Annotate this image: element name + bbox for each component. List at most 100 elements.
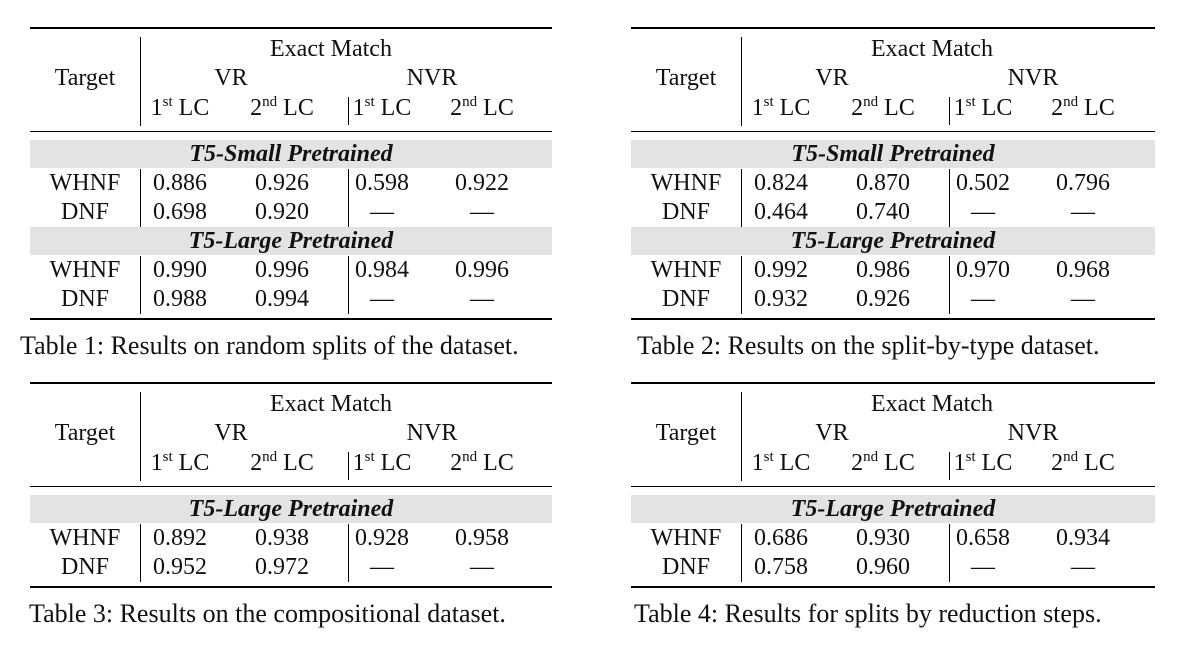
header-lc-3: 1st LC <box>332 94 432 122</box>
lc-number: 1 <box>150 95 163 121</box>
value-cell: 0.992 <box>754 257 808 283</box>
header-nvr: NVR <box>1007 65 1059 91</box>
row-divider <box>949 524 951 553</box>
value-cell: 0.952 <box>153 554 207 580</box>
header-exact-match: Exact Match <box>270 36 392 62</box>
lc-label: LC <box>779 450 811 476</box>
group-title: T5-Small Pretrained <box>189 141 393 167</box>
row-divider <box>949 553 951 582</box>
lc-number: 2 <box>1051 450 1064 476</box>
row-divider <box>949 285 951 314</box>
row-target: WHNF <box>650 170 722 196</box>
value-cell: 0.984 <box>355 257 409 283</box>
value-cell: 0.972 <box>255 554 309 580</box>
row-divider <box>140 169 142 198</box>
header-lc-3: 1st LC <box>933 94 1033 122</box>
value-cell: 0.958 <box>455 525 509 551</box>
group-band: T5-Small Pretrained <box>30 140 552 168</box>
header-lc-3: 1st LC <box>332 449 432 477</box>
value-cell: 0.996 <box>255 257 309 283</box>
row-target: DNF <box>661 554 710 580</box>
header-vr: VR <box>815 420 849 446</box>
lc-number: 1 <box>953 450 966 476</box>
header-target: Target <box>655 420 717 446</box>
value-cell: 0.988 <box>153 286 207 312</box>
row-target: DNF <box>60 199 109 225</box>
lc-ordinal: st <box>364 94 375 110</box>
header-lc-4: 2nd LC <box>1033 94 1133 122</box>
value-cell: 0.932 <box>754 286 808 312</box>
bottom-rule <box>30 318 552 320</box>
row-target: DNF <box>661 286 710 312</box>
lc-label: LC <box>1084 95 1115 121</box>
header-rule <box>30 131 552 133</box>
group-title: T5-Large Pretrained <box>790 496 996 522</box>
value-cell: 0.926 <box>856 286 910 312</box>
lc-ordinal: st <box>162 94 173 110</box>
header-lc-1: 1st LC <box>731 449 831 477</box>
header-nvr: NVR <box>1007 420 1059 446</box>
lc-ordinal: nd <box>462 449 478 465</box>
lc-number: 2 <box>851 95 864 121</box>
group-band: T5-Large Pretrained <box>30 227 552 255</box>
lc-label: LC <box>483 450 514 476</box>
table-3: Target Exact Match VR NVR 1st LC 2nd LC 1st LC… <box>30 382 552 592</box>
row-divider <box>140 285 142 314</box>
header-lc-4: 2nd LC <box>432 449 532 477</box>
top-rule <box>631 27 1155 29</box>
header-lc-2: 2nd LC <box>833 94 933 122</box>
group-band: T5-Large Pretrained <box>30 495 552 523</box>
value-cell: 0.968 <box>1056 257 1110 283</box>
value-cell: 0.686 <box>754 525 808 551</box>
row-divider <box>741 553 743 582</box>
lc-ordinal: nd <box>863 449 879 465</box>
row-divider <box>348 198 350 227</box>
value-cell: 0.970 <box>956 257 1010 283</box>
value-cell: — <box>971 199 995 225</box>
header-lc-1: 1st LC <box>130 449 230 477</box>
table-2-caption: Table 2: Results on the split-by-type da… <box>637 331 1100 360</box>
lc-ordinal: st <box>965 449 976 465</box>
row-divider <box>741 169 743 198</box>
value-cell: 0.886 <box>153 170 207 196</box>
lc-number: 2 <box>450 95 463 121</box>
lc-number: 2 <box>1051 95 1064 121</box>
row-divider <box>140 524 142 553</box>
lc-label: LC <box>380 450 412 476</box>
header-lc-1: 1st LC <box>731 94 831 122</box>
header-target: Target <box>655 65 717 91</box>
bottom-rule <box>631 318 1155 320</box>
top-rule <box>631 382 1155 384</box>
value-cell: 0.928 <box>355 525 409 551</box>
lc-divider <box>348 452 350 480</box>
value-cell: — <box>470 554 494 580</box>
lc-ordinal: st <box>763 94 774 110</box>
lc-ordinal: nd <box>262 94 278 110</box>
lc-ordinal: st <box>162 449 173 465</box>
lc-number: 2 <box>851 450 864 476</box>
value-cell: 0.926 <box>255 170 309 196</box>
value-cell: — <box>971 286 995 312</box>
row-target: WHNF <box>49 257 121 283</box>
header-rule <box>30 486 552 488</box>
lc-divider <box>949 97 951 125</box>
lc-label: LC <box>283 95 314 121</box>
lc-number: 2 <box>250 95 263 121</box>
value-cell: 0.920 <box>255 199 309 225</box>
row-target: DNF <box>661 199 710 225</box>
row-divider <box>741 198 743 227</box>
group-title: T5-Large Pretrained <box>188 228 394 254</box>
lc-ordinal: nd <box>462 94 478 110</box>
lc-label: LC <box>283 450 314 476</box>
lc-number: 1 <box>751 95 764 121</box>
value-cell: 0.796 <box>1056 170 1110 196</box>
header-nvr: NVR <box>406 65 458 91</box>
header-divider <box>741 392 743 481</box>
value-cell: 0.996 <box>455 257 509 283</box>
header-lc-3: 1st LC <box>933 449 1033 477</box>
row-target: WHNF <box>49 170 121 196</box>
group-band: T5-Large Pretrained <box>631 495 1155 523</box>
header-nvr: NVR <box>406 420 458 446</box>
header-lc-2: 2nd LC <box>232 94 332 122</box>
lc-ordinal: nd <box>1063 94 1079 110</box>
